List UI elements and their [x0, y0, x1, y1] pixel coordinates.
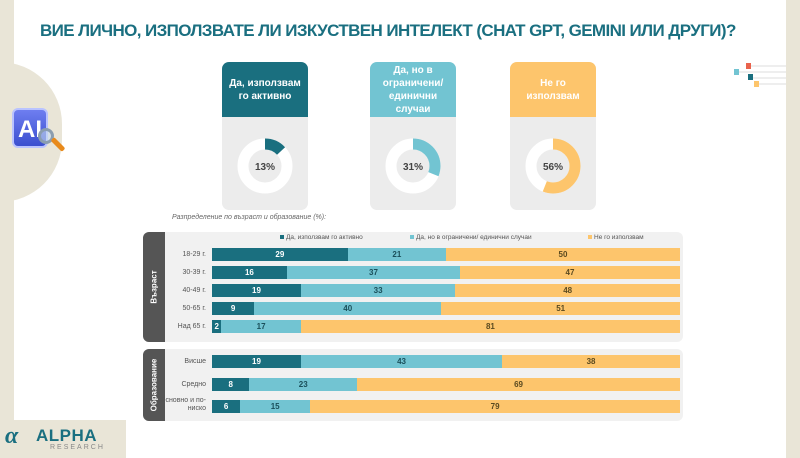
bar-segment: 21: [347, 248, 446, 261]
bar-segment: 29: [212, 248, 348, 261]
bar-segment: 15: [240, 400, 311, 413]
summary-card: Да, използвам го активно 13%: [222, 62, 308, 210]
bar-segment: 2: [212, 320, 222, 333]
donut-chart: 56%: [525, 138, 581, 194]
donut-value: 56%: [543, 162, 563, 173]
summary-card: Да, но в ограничени/ единични случаи 31%: [370, 62, 456, 210]
donut-slice: [385, 138, 441, 194]
alpha-research-logo: α ALPHA RESEARCH: [0, 420, 126, 458]
bar-segment: 23: [249, 378, 358, 391]
bar-segment: 69: [357, 378, 680, 391]
right-decor-strip: [786, 0, 800, 458]
card-label: Не го използвам: [510, 62, 596, 117]
age-tab: Възраст: [143, 232, 165, 342]
donut-slice: [525, 138, 581, 194]
bar-segment: 79: [310, 400, 680, 413]
bar-segment: 50: [446, 248, 680, 261]
bar-segment: 43: [300, 355, 503, 368]
row-label: Основно и по-ниско: [160, 397, 206, 412]
bar-segment: 48: [455, 284, 680, 297]
bar-segment: 38: [502, 355, 680, 368]
row-label: Средно: [181, 381, 206, 388]
donut-value: 13%: [255, 162, 275, 173]
bar-segment: 9: [212, 302, 255, 315]
row-label: 40-49 г.: [182, 287, 207, 294]
card-label: Да, но в ограничени/ единични случаи: [370, 62, 456, 117]
row-label: Над 65 г.: [177, 323, 206, 330]
bar-segment: 8: [212, 378, 250, 391]
bar-segment: 19: [212, 355, 301, 368]
education-tab: Образование: [143, 349, 165, 421]
row-label: 50-65 г.: [182, 305, 207, 312]
chart-subtitle: Разпределение по възраст и образование (…: [172, 214, 327, 221]
bar-segment: 51: [441, 302, 680, 315]
donut-slice: [237, 138, 293, 194]
row-label: Висше: [184, 358, 206, 365]
card-label: Да, използвам го активно: [222, 62, 308, 117]
bar-segment: 6: [212, 400, 241, 413]
bar-segment: 37: [286, 266, 461, 279]
summary-card: Не го използвам 56%: [510, 62, 596, 210]
donut-value: 31%: [403, 162, 423, 173]
legend-no: Не го използвам: [588, 234, 644, 241]
bar-segment: 47: [460, 266, 680, 279]
bar-segment: 81: [300, 320, 680, 333]
bar-segment: 40: [254, 302, 442, 315]
donut-chart: 31%: [385, 138, 441, 194]
bar-segment: 19: [212, 284, 301, 297]
legend-limited: Да, но в ограничени/ единични случаи: [410, 234, 532, 241]
bar-segment: 16: [212, 266, 287, 279]
magnifier-icon: [38, 128, 54, 144]
ai-icon: AI: [12, 108, 48, 148]
row-label: 18-29 г.: [182, 251, 207, 258]
row-label: 30-39 г.: [182, 269, 207, 276]
donut-chart: 13%: [237, 138, 293, 194]
page-title: ВИЕ ЛИЧНО, ИЗПОЛЗВАТЕ ЛИ ИЗКУСТВЕН ИНТЕЛ…: [40, 21, 736, 40]
legend-active: Да, използвам го активно: [280, 234, 363, 241]
bar-segment: 17: [221, 320, 301, 333]
decor-lines-icon: [734, 63, 786, 87]
bar-segment: 33: [300, 284, 456, 297]
